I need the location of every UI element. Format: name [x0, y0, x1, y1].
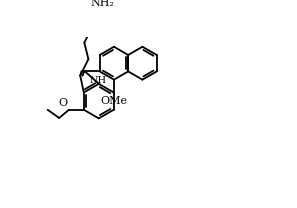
- Text: NH: NH: [89, 76, 106, 85]
- Text: O: O: [58, 98, 67, 108]
- Text: OMe: OMe: [100, 96, 127, 106]
- Text: NH₂: NH₂: [90, 0, 114, 8]
